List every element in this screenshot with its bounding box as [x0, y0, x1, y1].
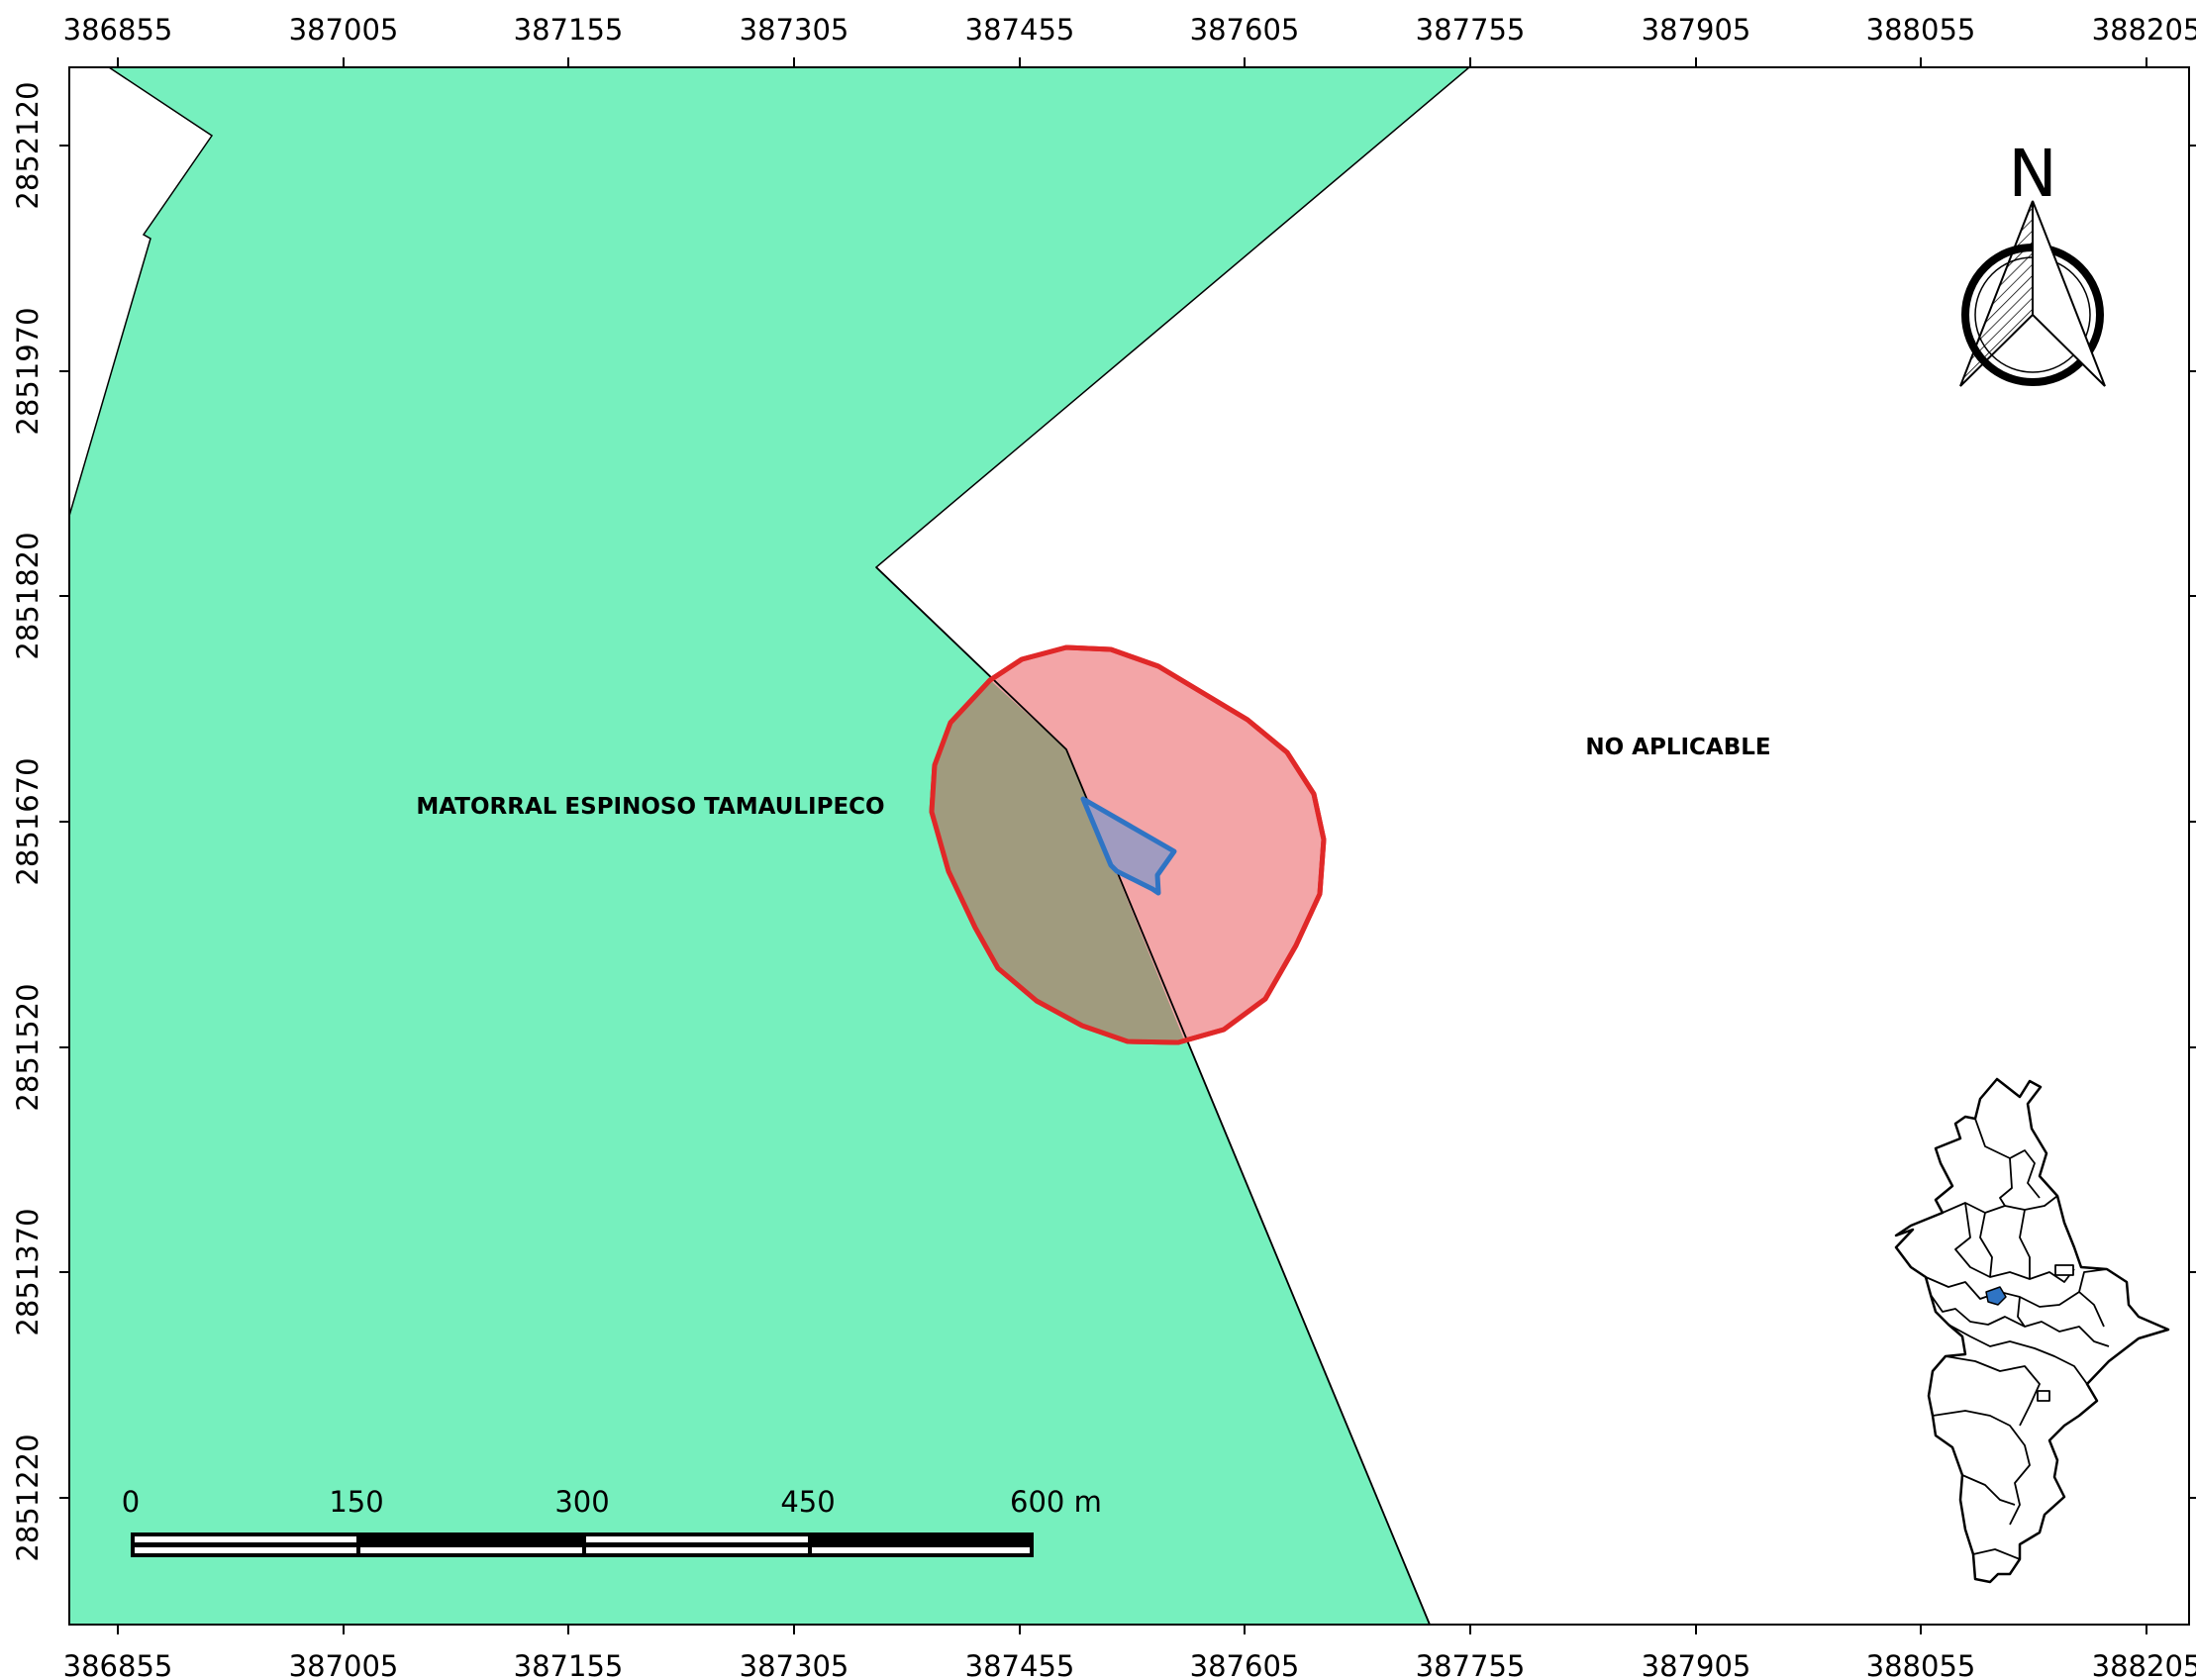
top-tick-label: 387905 — [1642, 13, 1751, 47]
bottom-tick-label: 387005 — [289, 1649, 399, 1680]
top-tick-label: 387155 — [514, 13, 624, 47]
overlap-zone — [932, 680, 1185, 1042]
bottom-tick-label: 388055 — [1866, 1649, 1976, 1680]
bottom-tick-label: 387455 — [965, 1649, 1075, 1680]
left-tick-label: 2851820 — [11, 532, 45, 659]
bottom-tick-label: 386855 — [63, 1649, 173, 1680]
left-tick-label: 2851670 — [11, 757, 45, 885]
scale-bar: 0 150 300 450 600 m — [122, 1485, 1102, 1557]
scale-label: 450 — [780, 1485, 835, 1519]
bottom-tick-label: 387755 — [1416, 1649, 1526, 1680]
bottom-tick-label: 387305 — [740, 1649, 849, 1680]
scale-label: 0 — [122, 1485, 140, 1519]
scale-label: 600 m — [1010, 1485, 1102, 1519]
top-axis: 386855 387005 387155 387305 387455 38760… — [63, 13, 2196, 67]
left-tick-label: 2851970 — [11, 307, 45, 435]
left-tick-label: 2851520 — [11, 983, 45, 1111]
top-tick-label: 387605 — [1190, 13, 1300, 47]
bottom-tick-label: 388205 — [2092, 1649, 2196, 1680]
top-tick-label: 388205 — [2092, 13, 2196, 47]
top-tick-label: 387305 — [740, 13, 849, 47]
north-letter: N — [2008, 136, 2056, 212]
left-tick-label: 2852120 — [11, 81, 45, 209]
scale-label: 300 — [554, 1485, 609, 1519]
map-frame — [68, 66, 2190, 1626]
no-aplicable-zone-label: NO APLICABLE — [1585, 735, 1770, 760]
top-tick-label: 387005 — [289, 13, 399, 47]
project-site — [1080, 796, 1177, 896]
locator-map-icon — [1894, 1077, 2170, 1584]
top-tick-label: 387455 — [965, 13, 1075, 47]
left-axis: 2852120 2851970 2851820 2851670 2851520 … — [11, 81, 69, 1562]
zone-boundary-line — [875, 566, 1431, 1626]
bottom-tick-label: 387605 — [1190, 1649, 1300, 1680]
buffer-outline — [929, 644, 1327, 1045]
scale-label: 150 — [329, 1485, 383, 1519]
left-tick-label: 2851220 — [11, 1433, 45, 1561]
left-tick-label: 2851370 — [11, 1208, 45, 1335]
bottom-tick-label: 387905 — [1642, 1649, 1751, 1680]
matorral-zone-label: MATORRAL ESPINOSO TAMAULIPECO — [416, 794, 884, 820]
bottom-tick-label: 387155 — [514, 1649, 624, 1680]
top-tick-label: 386855 — [63, 13, 173, 47]
bottom-axis: 386855 387005 387155 387305 387455 38760… — [63, 1625, 2196, 1680]
north-arrow-icon: N — [1959, 136, 2106, 387]
top-tick-label: 388055 — [1866, 13, 1976, 47]
top-tick-label: 387755 — [1416, 13, 1526, 47]
right-axis — [2189, 145, 2196, 1499]
